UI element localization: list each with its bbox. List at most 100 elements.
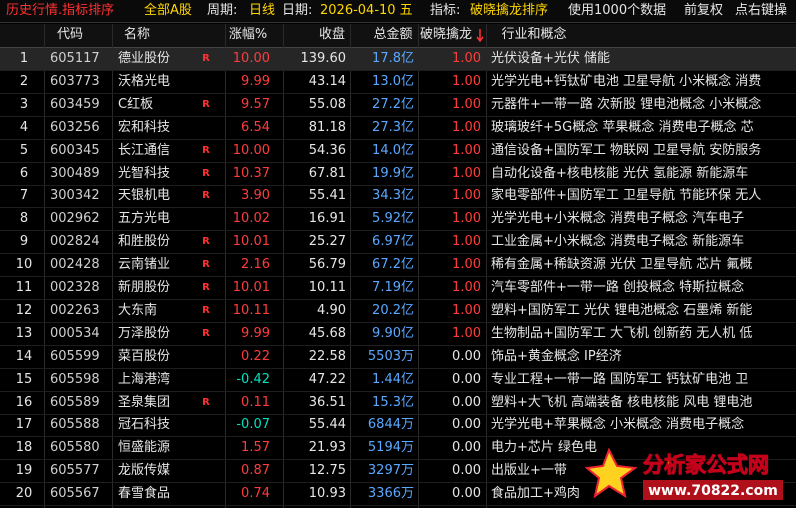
marker: R: [202, 98, 210, 110]
change-pct: 10.00: [232, 142, 270, 158]
concepts: 稀有金属+稀缺资源 光伏 卫星导航 芯片 氟概: [491, 257, 753, 273]
amount: 5.92亿: [372, 211, 414, 227]
row-index: 10: [15, 257, 33, 273]
change-pct: 10.11: [232, 302, 270, 318]
table-row[interactable]: 14 605599 菜百股份 0.22 22.58 5503万 0.00 饰品+黄金概念 IP…: [0, 346, 796, 369]
table-row[interactable]: 8 002962 五方光电 10.02 16.91 5.92亿 1.00 光学光电+小米概念 …: [0, 208, 796, 232]
row-index: 9: [19, 234, 29, 250]
table-row[interactable]: 20 605567 春雪食品 0.74 10.93 3366万 0.00 食品加工+鸡肉: [0, 483, 796, 507]
close-price: 55.08: [308, 96, 346, 112]
table-row[interactable]: 5 600345 长江通信 R 10.00 54.36 14.0亿 1.00 通信设备+国防军工…: [0, 140, 796, 163]
close-price: 16.91: [308, 211, 346, 227]
top-bar-item: 指标:: [430, 3, 461, 18]
close-price: 67.81: [308, 165, 346, 181]
concepts: 光学光电+小米概念 消费电子概念 汽车电子: [491, 211, 745, 227]
amount: 17.8亿: [372, 51, 414, 66]
stock-code: 002263: [50, 302, 100, 318]
concepts: 塑料+大飞机 高端装备 核电核能 风电 锂电池: [491, 394, 753, 410]
table-row[interactable]: 3 603459 C红板 R 9.57 55.08 27.2亿 1.00 元器件+一带一路 次新…: [0, 94, 796, 117]
row-index: 18: [15, 440, 33, 456]
concepts: 出版业+一带: [491, 463, 567, 479]
column-separator: [283, 24, 284, 508]
indicator-score: 1.00: [452, 280, 481, 295]
table-row[interactable]: 7 300342 天银机电 R 3.90 55.41 34.3亿 1.00 家电零部件+国防军工…: [0, 185, 796, 209]
table-row[interactable]: 13 000534 万泽股份 R 9.99 45.68 9.90亿 1.00 生物制品+国防军工…: [0, 323, 796, 346]
stock-code: 605599: [50, 348, 100, 364]
indicator-score: 1.00: [452, 302, 481, 318]
row-index: 6: [19, 165, 29, 181]
stock-name: 春雪食品: [118, 486, 171, 502]
amount: 19.9亿: [372, 165, 414, 181]
row-index: 3: [19, 96, 29, 112]
indicator-score: 0.00: [452, 417, 481, 433]
amount: 67.2亿: [372, 257, 414, 273]
change-pct: 0.87: [241, 463, 270, 479]
amount: 20.2亿: [372, 302, 414, 318]
indicator-score: 0.00: [452, 394, 481, 410]
close-price: 55.44: [308, 417, 346, 433]
table-row[interactable]: 6 300489 光智科技 R 10.37 67.81 19.9亿 1.00 自动化设备+核电核…: [0, 163, 796, 186]
table-row[interactable]: 15 605598 上海港湾 -0.42 47.22 1.44亿 0.00 专业工程+一带一路…: [0, 369, 796, 392]
amount: 7.19亿: [372, 280, 414, 295]
table-row[interactable]: 16 605589 圣泉集团 R 0.11 36.51 15.3亿 0.00 塑料+大飞机 高端…: [0, 392, 796, 415]
stock-code: 605577: [50, 463, 100, 479]
table-header: 代码 名称 涨幅% 收盘 总金额 破晓擒龙 行业和概念: [0, 24, 796, 48]
column-header: 行业和概念: [501, 27, 567, 42]
marker: R: [202, 167, 210, 179]
change-pct: 3.90: [241, 188, 270, 204]
stock-name: 和胜股份: [118, 234, 171, 250]
column-separator: [418, 24, 419, 508]
table-row[interactable]: 9 002824 和胜股份 R 10.01 25.27 6.97亿 1.00 工业金属+小米概念…: [0, 231, 796, 255]
amount: 5194万: [367, 440, 414, 456]
stock-name: 恒盛能源: [118, 440, 171, 456]
change-pct: 1.57: [241, 440, 270, 456]
close-price: 81.18: [308, 119, 346, 135]
stock-name: 德业股份: [118, 51, 171, 66]
close-price: 55.41: [308, 188, 346, 204]
top-bar-item: 历史行情.指标排序: [6, 3, 115, 18]
indicator-score: 0.00: [452, 371, 481, 387]
change-pct: 10.01: [232, 280, 270, 295]
change-pct: 0.22: [241, 348, 270, 364]
stock-code: 605117: [50, 51, 100, 66]
watermark-logo: 分析家公式网 www.70822.com: [584, 442, 791, 504]
marker: R: [202, 53, 210, 64]
top-bar: 历史行情.指标排序 全部A股 周期: 日线 日期: 2026-04-10 五 指标: 破晓擒龙…: [0, 0, 796, 23]
column-header: 总金额: [373, 27, 413, 42]
table-row[interactable]: 1 605117 德业股份 R 10.00 139.60 17.8亿 1.00 光伏设备+光伏 …: [0, 48, 796, 71]
top-bar-item: 周期:: [207, 3, 238, 18]
top-bar-item: 破晓擒龙排序: [470, 3, 549, 18]
table-row[interactable]: 18 605580 恒盛能源 1.57 21.93 5194万 0.00 电力+芯片 绿色电: [0, 437, 796, 461]
indicator-score: 1.00: [452, 211, 481, 227]
table-row[interactable]: 10 002428 云南锗业 R 2.16 56.79 67.2亿 1.00 稀有金属+稀缺资源…: [0, 254, 796, 278]
close-price: 10.93: [308, 486, 346, 502]
change-pct: 9.99: [241, 73, 270, 89]
concepts: 专业工程+一带一路 国防军工 钙钛矿电池 卫: [491, 371, 749, 387]
table-row[interactable]: 19 605577 龙版传媒 0.87 12.75 3297万 0.00 出版业+一带: [0, 460, 796, 484]
change-pct: 9.99: [241, 325, 270, 341]
marker: R: [202, 304, 210, 316]
table-row[interactable]: 17 605588 冠石科技 -0.07 55.44 6844万 0.00 光学光电+苹果概念…: [0, 414, 796, 438]
stock-name: 天银机电: [118, 188, 171, 204]
indicator-score: 0.00: [452, 348, 481, 364]
amount: 9.90亿: [372, 325, 414, 341]
row-index: 12: [15, 302, 33, 318]
concepts: 塑料+国防军工 光伏 锂电池概念 石墨烯 新能: [491, 302, 753, 318]
indicator-score: 1.00: [452, 142, 481, 158]
column-separator: [44, 24, 45, 508]
concepts: 工业金属+小米概念 消费电子概念 新能源车: [491, 234, 745, 250]
concepts: 光伏设备+光伏 储能: [491, 51, 611, 66]
stock-name: 龙版传媒: [118, 463, 171, 479]
table-row[interactable]: 4 603256 宏和科技 6.54 81.18 27.3亿 1.00 玻璃玻纤+5G概念 苹…: [0, 117, 796, 140]
column-separator: [350, 24, 351, 508]
stock-name: 宏和科技: [118, 119, 171, 135]
indicator-score: 1.00: [452, 234, 481, 250]
table-row[interactable]: 12 002263 大东南 R 10.11 4.90 20.2亿 1.00 塑料+国防军工 光伏…: [0, 300, 796, 323]
column-separator: [112, 24, 113, 508]
table-row[interactable]: 2 603773 沃格光电 9.99 43.14 13.0亿 1.00 光学光电+钙钛矿电池 …: [0, 71, 796, 94]
table-row[interactable]: 11 002328 新朋股份 R 10.01 10.11 7.19亿 1.00 汽车零部件+一带…: [0, 277, 796, 300]
change-pct: 10.00: [232, 51, 270, 66]
row-index: 11: [15, 280, 33, 295]
change-pct: 10.37: [232, 165, 270, 181]
